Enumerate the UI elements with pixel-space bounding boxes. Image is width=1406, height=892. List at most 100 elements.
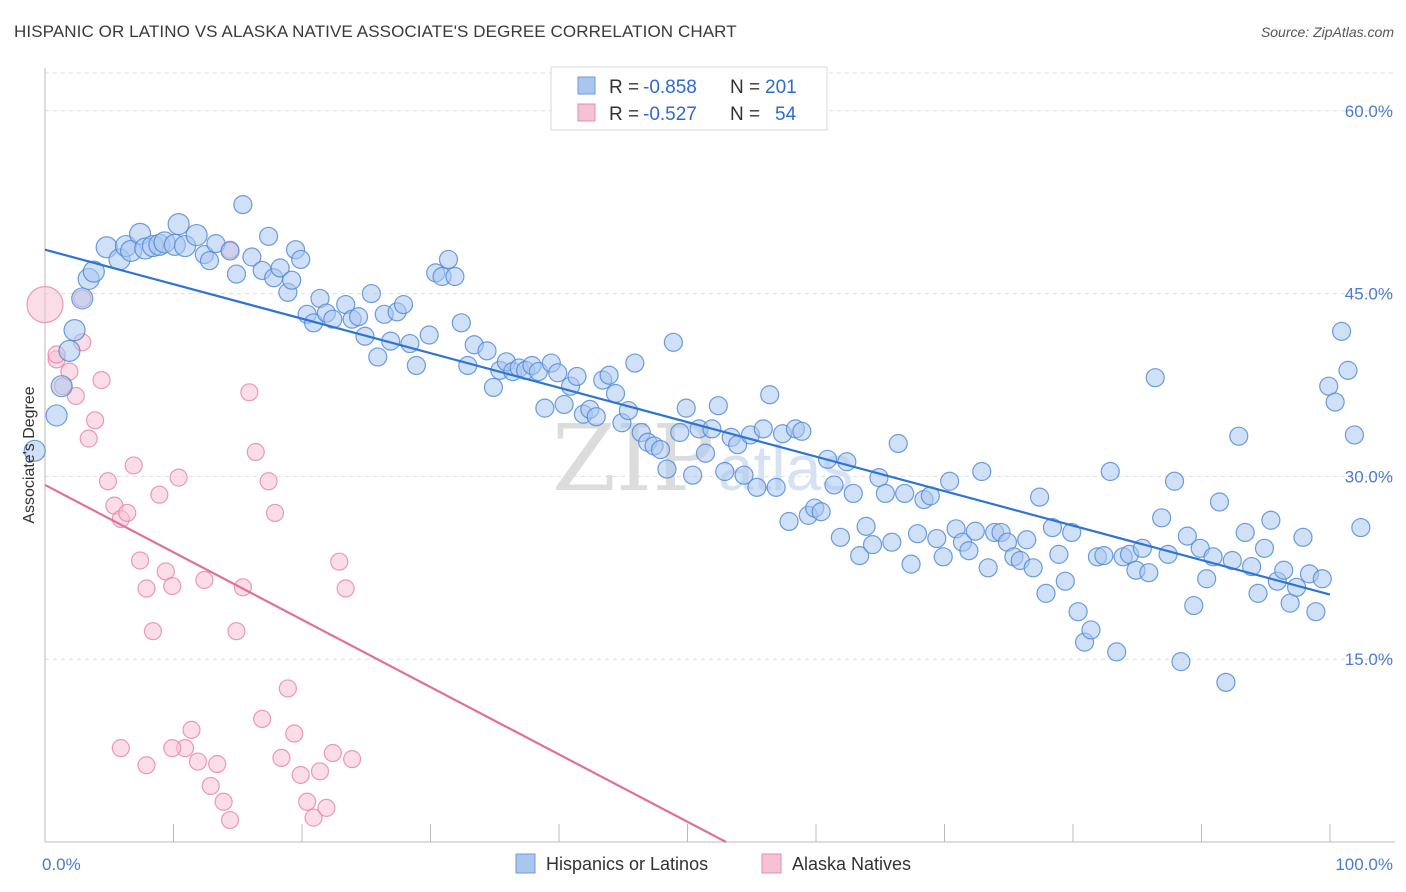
- hispanics-point: [676, 398, 696, 418]
- hispanics-point: [258, 226, 279, 246]
- hispanics-point: [605, 383, 626, 404]
- hispanics-point: [483, 377, 504, 398]
- hispanics-point: [1325, 392, 1345, 412]
- bottom-legend-swatch-pink: [761, 853, 782, 874]
- y-tick-label: 45.0%: [1345, 285, 1393, 304]
- hispanics-point: [23, 439, 46, 462]
- hispanics-point: [1344, 425, 1365, 445]
- alaska-natives-point: [163, 576, 182, 596]
- hispanics-point: [599, 365, 619, 385]
- alaska-natives-point: [240, 383, 259, 402]
- hispanics-point: [451, 313, 471, 333]
- legend-swatch-pink: [577, 103, 596, 122]
- hispanics-point: [1229, 426, 1249, 446]
- hispanics-point: [837, 452, 857, 472]
- hispanics-point: [586, 407, 606, 427]
- legend-r-label: R =: [609, 77, 639, 98]
- hispanics-point: [1145, 368, 1165, 388]
- alaska-natives-point: [323, 743, 342, 763]
- hispanics-point: [895, 483, 915, 504]
- hispanics-point: [167, 213, 190, 236]
- alaska-natives-point: [26, 285, 64, 324]
- y-tick-label: 60.0%: [1345, 102, 1393, 121]
- hispanics-point: [779, 511, 799, 532]
- alaska-natives-point: [330, 552, 349, 571]
- alaska-natives-point: [233, 578, 252, 597]
- hispanics-point: [933, 547, 953, 567]
- hispanics-point: [1023, 558, 1043, 578]
- alaska-natives-point: [265, 503, 285, 523]
- hispanics-point: [1017, 530, 1037, 550]
- hispanics-point: [1235, 522, 1255, 543]
- bottom-legend-hispanics: Hispanics or Latinos: [546, 854, 708, 874]
- hispanics-point: [1184, 595, 1204, 616]
- hispanics-point: [940, 471, 960, 491]
- hispanics-point: [1248, 583, 1268, 603]
- x-tick-label: 100.0%: [1335, 855, 1393, 874]
- hispanics-point: [1049, 544, 1069, 564]
- alaska-natives-point: [163, 739, 182, 758]
- hispanics-point: [862, 535, 883, 555]
- hispanics-point: [445, 266, 465, 287]
- legend-r-value: -0.527: [643, 104, 697, 125]
- hispanics-point: [548, 363, 568, 383]
- hispanics-point: [45, 404, 68, 427]
- page-title: HISPANIC OR LATINO VS ALASKA NATIVE ASSO…: [14, 22, 737, 41]
- hispanics-point: [1293, 527, 1313, 547]
- y-tick-label: 30.0%: [1345, 467, 1393, 486]
- hispanics-point: [82, 260, 105, 283]
- hispanics-point: [226, 264, 247, 284]
- alaska-natives-point: [143, 622, 163, 641]
- hispanics-point: [972, 461, 992, 482]
- hispanics-point: [843, 483, 863, 504]
- hispanics-point: [670, 422, 690, 443]
- alaska-natives-point: [227, 622, 246, 641]
- alaska-natives-point: [130, 551, 150, 570]
- legend-n-label: N =: [730, 104, 760, 125]
- hispanics-point: [1036, 583, 1056, 603]
- alaska-natives-point: [208, 754, 227, 774]
- hispanics-points: [23, 195, 1371, 692]
- alaska-natives-point: [137, 579, 156, 598]
- hispanics-point: [1152, 508, 1172, 528]
- alaska-natives-point: [317, 798, 336, 817]
- y-axis-title: Associate's Degree: [21, 386, 38, 523]
- hispanics-point: [708, 396, 728, 416]
- hispanics-point: [554, 394, 574, 415]
- hispanics-point: [1261, 510, 1281, 530]
- legend-n-label: N =: [730, 77, 760, 98]
- x-tick-labels: 0.0% 100.0%: [42, 855, 1393, 874]
- hispanics-point: [850, 546, 870, 566]
- alaska-natives-point: [150, 485, 169, 504]
- hispanics-point: [1029, 487, 1050, 507]
- top-legend: R = -0.858 N = 201 R = -0.527 N = 54: [550, 66, 828, 131]
- hispanics-point: [1242, 556, 1262, 577]
- hispanics-point: [1274, 560, 1294, 580]
- hispanics-point: [1081, 620, 1101, 640]
- y-tick-labels: 15.0% 30.0% 45.0% 60.0%: [1345, 102, 1393, 669]
- alaska-natives-point: [343, 750, 362, 769]
- hispanics-point: [1158, 544, 1178, 564]
- alaska-natives-point: [336, 579, 355, 598]
- hispanics-point: [1209, 492, 1230, 512]
- hispanics-point: [406, 355, 426, 376]
- hispanics-point: [1107, 642, 1127, 662]
- alaska-natives-point: [169, 468, 188, 487]
- alaska-natives-point: [66, 386, 85, 406]
- hispanics-point: [875, 483, 895, 504]
- alaska-natives-point: [214, 792, 233, 811]
- hispanics-point: [760, 385, 780, 405]
- hispanics-point: [650, 439, 671, 460]
- alaska-natives-point: [201, 776, 220, 796]
- watermark-zip: ZIP: [552, 405, 714, 512]
- alaska-natives-point: [195, 570, 214, 590]
- hispanics-point: [907, 524, 928, 544]
- hispanics-point: [323, 309, 343, 329]
- hispanics-point: [567, 366, 587, 387]
- hispanics-point: [1055, 571, 1075, 591]
- alaska-natives-point: [253, 709, 272, 729]
- source-credit: Source: ZipAtlas.com: [1260, 24, 1394, 40]
- legend-row-hispanics: R = -0.858 N = 201: [577, 76, 797, 98]
- hispanics-point: [888, 433, 908, 454]
- hispanics-point: [1312, 569, 1332, 589]
